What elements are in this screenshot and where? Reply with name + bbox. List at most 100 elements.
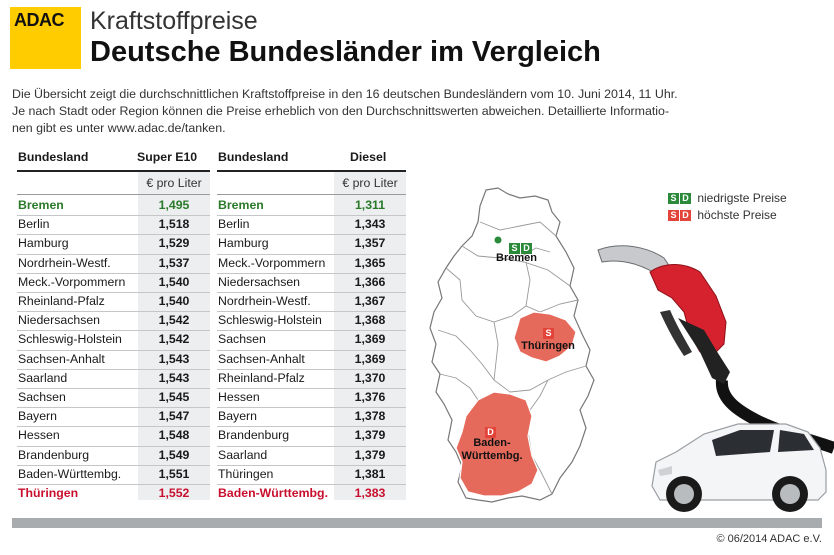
state-name: Bayern	[218, 409, 257, 424]
state-name: Rheinland-Pfalz	[18, 294, 105, 308]
state-name: Berlin	[218, 217, 250, 232]
table-row: Bayern 1,547	[17, 407, 210, 426]
table-row: Brandenburg 1,549	[17, 446, 210, 465]
unit-rule	[17, 194, 210, 195]
state-name: Hessen	[18, 428, 60, 443]
map-label-bremen: Bremen	[496, 252, 537, 264]
state-name: Baden-Württembg.	[18, 466, 122, 481]
table-row: Niedersachsen 1,542	[17, 311, 210, 330]
row-divider	[217, 253, 406, 255]
thueringen-badge: S	[543, 325, 555, 343]
bremen-badge-d: D	[521, 243, 532, 255]
price-value: 1,547	[158, 409, 190, 424]
row-divider	[17, 253, 210, 255]
table-row: Meck.-Vorpommern 1,540	[17, 273, 210, 292]
table-row: Baden-Württembg. 1,551	[17, 465, 210, 484]
map-label-thueringen: Thüringen	[521, 340, 575, 352]
table-row: Schleswig-Holstein 1,368	[217, 311, 406, 330]
table-row: Thüringen 1,552	[17, 484, 210, 503]
adac-logo-text: ADAC	[14, 10, 65, 30]
table-row: Baden-Württembg. 1,383	[217, 484, 406, 503]
bremen-marker	[494, 236, 502, 244]
price-value: 1,542	[158, 313, 190, 328]
table-row: Bremen 1,495	[17, 196, 210, 215]
thueringen-badge-s: S	[543, 328, 554, 340]
price-value: 1,376	[354, 390, 386, 404]
state-name: Hamburg	[218, 236, 269, 251]
row-divider	[17, 349, 210, 351]
state-name: Sachsen	[218, 332, 266, 347]
state-name: Bremen	[18, 198, 64, 212]
state-name: Saarland	[18, 370, 68, 385]
row-divider	[17, 426, 210, 428]
table-header-value: Diesel	[350, 150, 387, 164]
intro-line-1: Die Übersicht zeigt die durchschnittlich…	[12, 87, 678, 101]
price-value: 1,357	[354, 236, 386, 251]
adac-logo: ADAC	[10, 7, 81, 69]
value-column-bg	[334, 172, 406, 500]
table-row: Sachsen 1,369	[217, 330, 406, 349]
price-value: 1,552	[158, 486, 190, 500]
state-name: Thüringen	[18, 486, 79, 500]
price-value: 1,540	[158, 294, 190, 308]
unit-label: € pro Liter	[146, 176, 202, 190]
price-value: 1,369	[354, 332, 386, 347]
row-divider	[17, 234, 210, 236]
nozzle-handle	[678, 318, 730, 384]
table-header-state: Bundesland	[18, 150, 89, 164]
intro-text: Die Übersicht zeigt die durchschnittlich…	[12, 86, 822, 137]
price-value: 1,543	[158, 351, 190, 366]
row-divider	[217, 349, 406, 351]
header-rule	[17, 170, 210, 172]
row-divider	[17, 292, 210, 293]
price-value: 1,369	[354, 351, 386, 366]
legend-lowest-label: niedrigste Preise	[697, 191, 787, 206]
bremen-badge-s: S	[509, 243, 520, 255]
row-divider	[17, 215, 210, 217]
price-value: 1,542	[158, 332, 190, 347]
unit-rule	[217, 194, 406, 195]
table-header-state: Bundesland	[218, 150, 289, 164]
intro-line-3: nen gibt es unter www.adac.de/tanken.	[12, 121, 226, 135]
row-divider	[217, 330, 406, 332]
page-title: Deutsche Bundesländer im Vergleich	[90, 36, 601, 68]
badge-super-red: S	[668, 210, 679, 222]
car-illustration	[651, 423, 827, 512]
row-divider	[217, 368, 406, 370]
row-divider	[17, 445, 210, 447]
table-row: Rheinland-Pfalz 1,370	[217, 369, 406, 388]
bw-badge-d: D	[485, 427, 496, 439]
price-value: 1,518	[158, 217, 190, 232]
copyright: © 06/2014 ADAC e.V.	[716, 533, 822, 545]
table-row: Nordrhein-Westf. 1,537	[17, 254, 210, 273]
map-label-bw: Baden- Württembg.	[457, 437, 527, 463]
table-row: Niedersachsen 1,366	[217, 273, 406, 292]
state-name: Schleswig-Holstein	[18, 332, 122, 347]
state-name: Sachsen-Anhalt	[218, 351, 305, 366]
table-row: Hessen 1,376	[217, 388, 406, 407]
price-value: 1,379	[354, 447, 386, 462]
row-divider	[17, 330, 210, 332]
row-divider	[217, 426, 406, 428]
state-name: Rheinland-Pfalz	[218, 370, 305, 385]
row-divider	[217, 272, 406, 274]
table-row: Berlin 1,343	[217, 215, 406, 234]
row-divider	[17, 484, 210, 485]
table-row: Hamburg 1,357	[217, 234, 406, 253]
unit-label: € pro Liter	[342, 176, 398, 190]
badge-diesel-red: D	[680, 210, 691, 222]
row-divider	[217, 464, 406, 466]
row-divider	[217, 484, 406, 485]
table-row: Sachsen-Anhalt 1,369	[217, 350, 406, 369]
table-row: Hessen 1,548	[17, 426, 210, 445]
header-rule	[217, 170, 406, 172]
price-value: 1,368	[354, 313, 386, 328]
baden-wuerttemberg-region	[455, 391, 539, 497]
map-label-bw-line2: Württembg.	[461, 450, 523, 462]
intro-line-2: Je nach Stadt oder Region können die Pre…	[12, 104, 670, 118]
row-divider	[217, 215, 406, 217]
table-row: Thüringen 1,381	[217, 465, 406, 484]
